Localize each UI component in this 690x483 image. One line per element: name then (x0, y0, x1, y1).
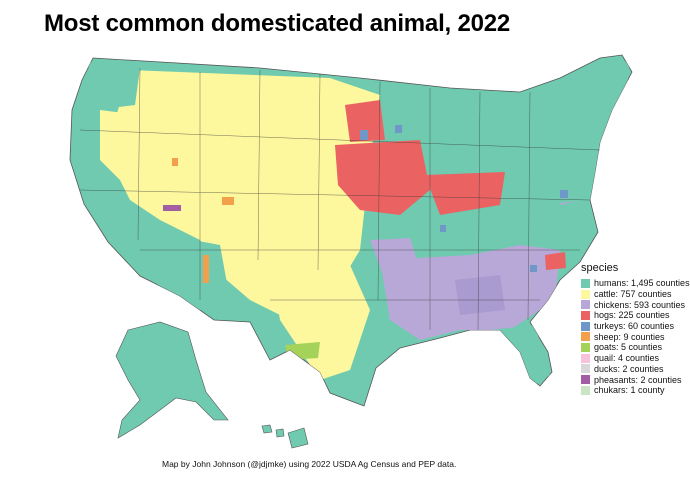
legend-swatch (581, 342, 590, 352)
turkeys-patch (360, 130, 368, 140)
cattle-region-west (110, 70, 380, 320)
chickens-region-ozarks (370, 238, 420, 280)
legend: species humans: 1,495 counties cattle: 7… (581, 262, 690, 396)
legend-item-chickens: chickens: 593 counties (581, 299, 690, 310)
map-title: Most common domesticated animal, 2022 (44, 10, 511, 37)
legend-item-ducks: ducks: 2 counties (581, 364, 690, 375)
hogs-region-nc (545, 252, 566, 270)
legend-swatch (581, 385, 590, 395)
legend-item-humans: humans: 1,495 counties (581, 278, 690, 289)
cattle-region-pacific-nw (100, 110, 145, 180)
legend-swatch (581, 332, 590, 342)
contiguous-us (69, 54, 633, 407)
legend-label: pheasants: 2 counties (594, 374, 682, 385)
humans-region-florida (490, 325, 550, 385)
turkeys-patch (560, 190, 568, 198)
legend-swatch (581, 353, 590, 363)
legend-swatch (581, 321, 590, 331)
legend-item-turkeys: turkeys: 60 counties (581, 321, 690, 332)
hogs-region-minnesota (345, 100, 385, 142)
legend-label: goats: 5 counties (594, 342, 663, 353)
hawaii (261, 424, 309, 449)
legend-label: hogs: 225 counties (594, 310, 670, 321)
turkeys-patch (395, 125, 402, 133)
legend-swatch (581, 310, 590, 320)
legend-label: cattle: 757 counties (594, 289, 672, 300)
sheep-patch (172, 158, 178, 166)
map-caption: Map by John Johnson (@jdjmke) using 2022… (162, 459, 457, 469)
chickens-region-georgia (455, 275, 505, 315)
goats-patch (285, 342, 320, 360)
legend-label: chickens: 593 counties (594, 299, 686, 310)
state-borders (79, 67, 601, 331)
legend-swatch (581, 300, 590, 310)
turkeys-patch (530, 265, 537, 272)
turkeys-patch (440, 225, 446, 232)
legend-label: sheep: 9 counties (594, 331, 665, 342)
legend-item-hogs: hogs: 225 counties (581, 310, 690, 321)
sheep-patch (203, 255, 209, 283)
hogs-region-indiana (425, 172, 505, 215)
legend-swatch (581, 289, 590, 299)
alaska (115, 321, 229, 439)
legend-item-pheasants: pheasants: 2 counties (581, 374, 690, 385)
legend-label: humans: 1,495 counties (594, 278, 690, 289)
legend-label: ducks: 2 counties (594, 363, 664, 374)
legend-item-chukars: chukars: 1 county (581, 385, 690, 396)
pheasants-patch (163, 205, 181, 211)
legend-swatch (581, 364, 590, 374)
legend-item-cattle: cattle: 757 counties (581, 289, 690, 300)
legend-item-sheep: sheep: 9 counties (581, 331, 690, 342)
cattle-region-texas (270, 260, 370, 380)
humans-region-nw (88, 62, 140, 110)
legend-item-quail: quail: 4 counties (581, 353, 690, 364)
legend-label: turkeys: 60 counties (594, 321, 675, 332)
legend-title: species (581, 262, 619, 274)
legend-label: quail: 4 counties (594, 353, 660, 364)
legend-label: chukars: 1 county (594, 385, 665, 396)
sheep-patch (222, 197, 234, 205)
legend-item-goats: goats: 5 counties (581, 342, 690, 353)
legend-swatch (581, 375, 590, 385)
legend-swatch (581, 278, 590, 288)
